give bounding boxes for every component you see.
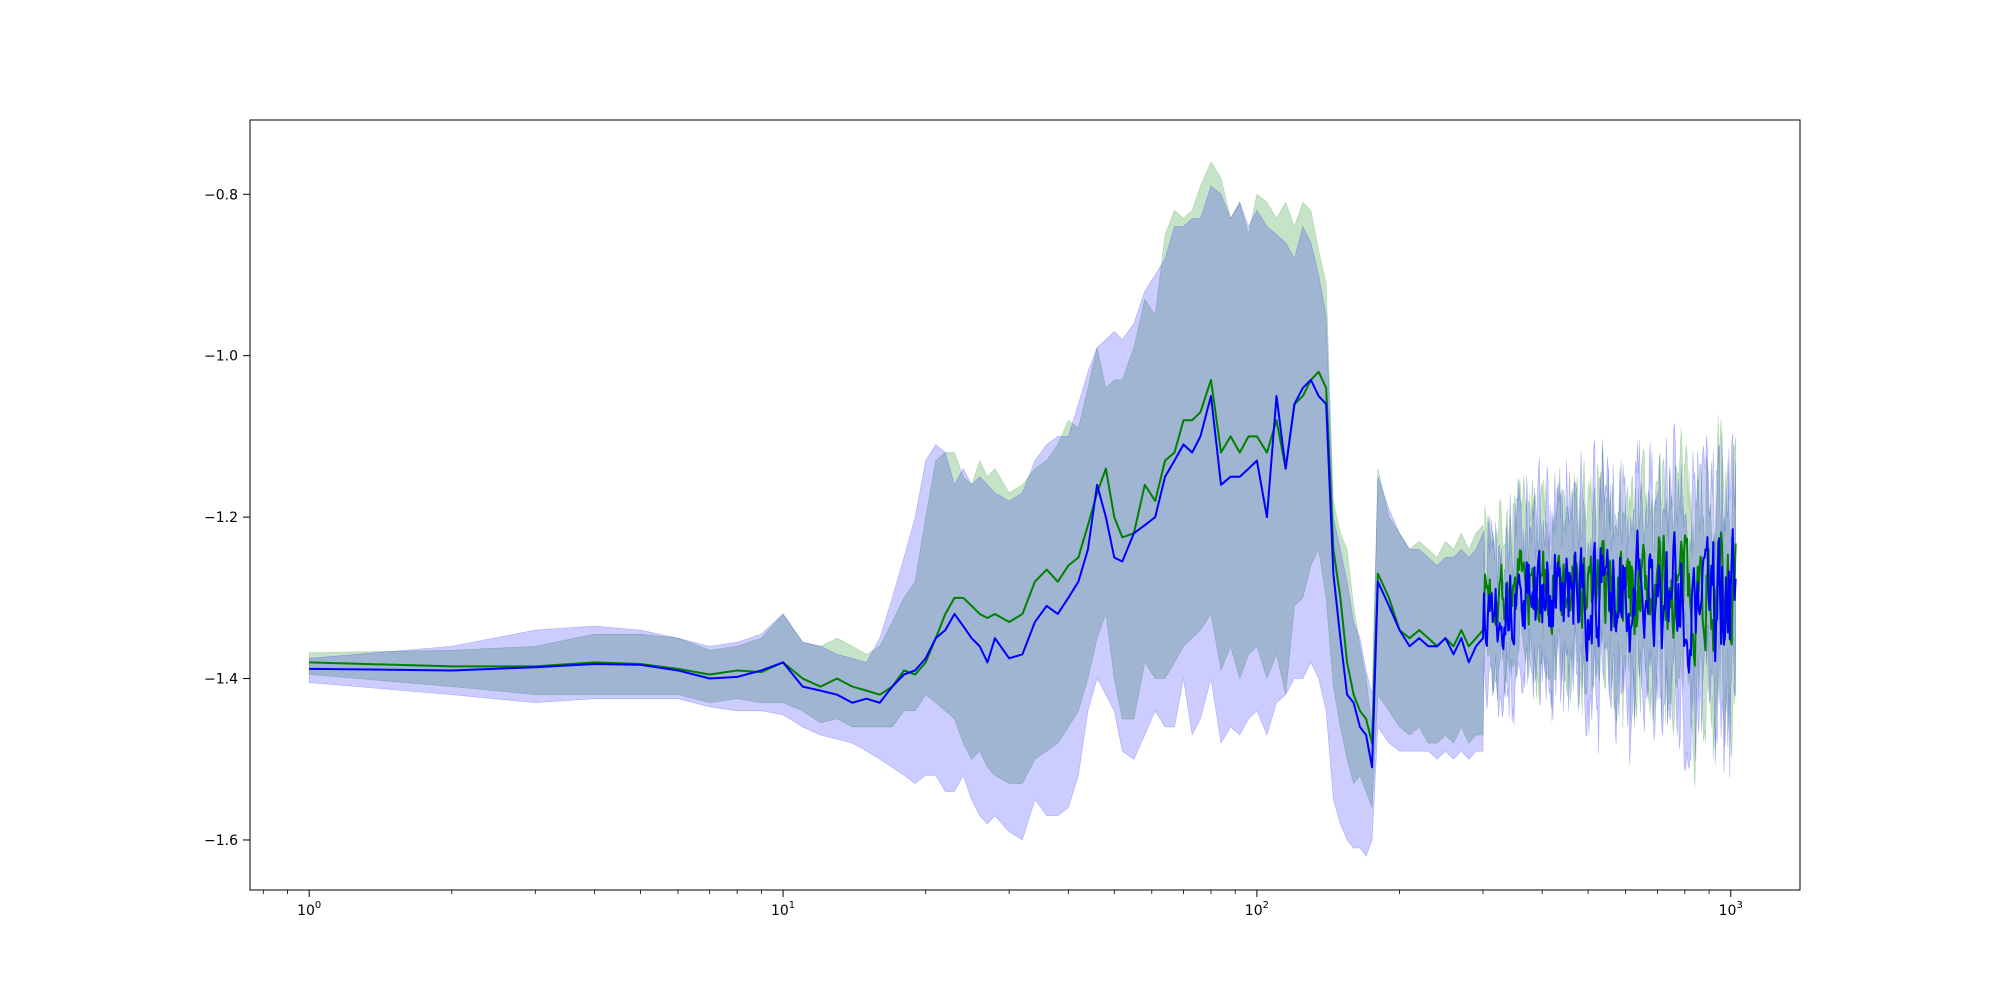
y-axis: −0.8 −1.0 −1.2 −1.4 −1.6 <box>204 187 250 849</box>
confidence-bands <box>308 161 1736 857</box>
series-1-band <box>308 161 1736 808</box>
x-tick-label: 101 <box>771 900 795 919</box>
y-tick-label: −1.2 <box>204 510 238 526</box>
x-tick-label: 103 <box>1719 900 1743 919</box>
series-2-band <box>308 185 1736 857</box>
y-tick-label: −1.0 <box>204 349 238 365</box>
x-tick-label: 100 <box>297 900 321 919</box>
x-axis: 100 101 102 103 <box>262 890 1743 919</box>
y-tick-label: −1.6 <box>204 833 238 849</box>
y-tick-label: −0.8 <box>204 187 238 203</box>
series-lines <box>309 370 1737 769</box>
plot-frame <box>249 119 1801 891</box>
y-tick-label: −1.4 <box>204 672 238 688</box>
series-2-line <box>309 378 1737 769</box>
x-tick-label: 102 <box>1245 900 1269 919</box>
